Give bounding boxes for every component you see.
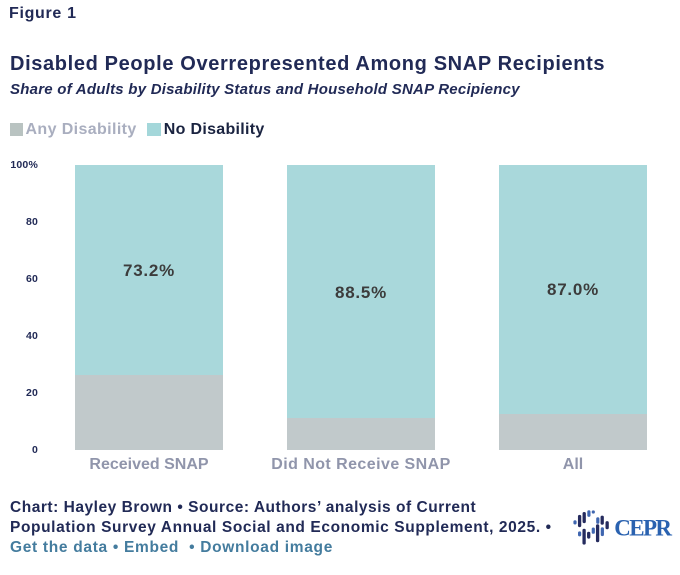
svg-text:CEPR: CEPR [614,516,672,541]
